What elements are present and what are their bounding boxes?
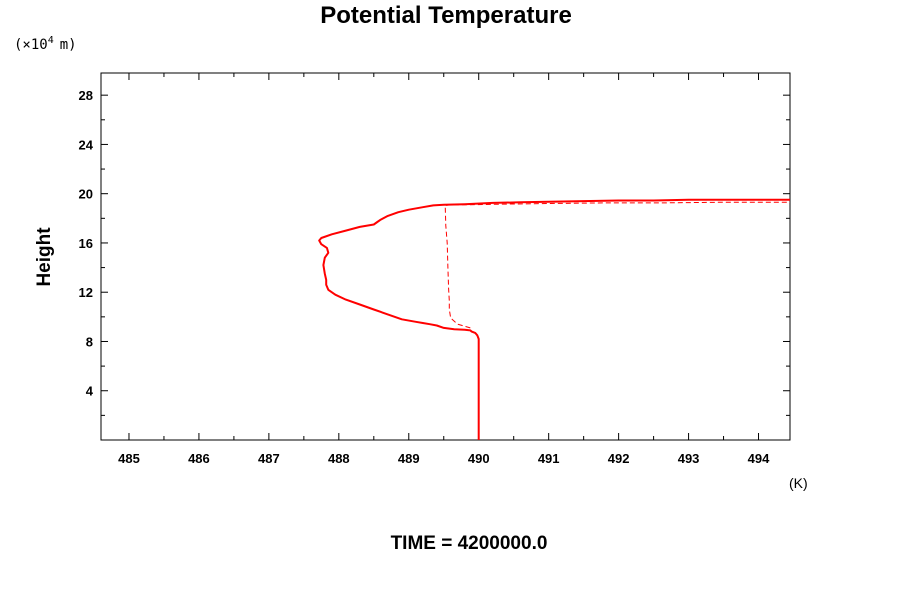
x-tick-label: 492 <box>608 451 630 466</box>
y-tick-label: 24 <box>79 137 94 152</box>
y-axis-label: Height <box>34 227 55 287</box>
y-tick-label: 28 <box>79 88 93 103</box>
series-solid-line <box>318 198 790 440</box>
y-tick-label: 12 <box>79 285 93 300</box>
x-tick-label: 490 <box>468 451 490 466</box>
x-tick-label: 491 <box>538 451 560 466</box>
x-tick-label: 487 <box>258 451 280 466</box>
plot-area: 485 486 487 488 489 490 491 492 493 494 4 8 12 16 20 24… <box>79 72 791 466</box>
x-tick-label: 489 <box>398 451 420 466</box>
x-tick-label: 488 <box>328 451 350 466</box>
x-tick-label: 485 <box>118 451 140 466</box>
x-tick-label: 493 <box>678 451 700 466</box>
y-tick-label: 16 <box>79 236 93 251</box>
series-dashed-line <box>444 201 790 329</box>
y-tick-label: 4 <box>86 384 94 399</box>
time-footer: TIME = 4200000.0 <box>391 533 548 554</box>
x-axis-unit: (K) <box>789 475 808 491</box>
y-scale-prefix: (×10 <box>14 37 48 53</box>
y-tick-label: 20 <box>79 187 93 202</box>
plot-frame <box>100 72 791 441</box>
y-scale-unit: m) <box>60 37 77 53</box>
y-tick-label: 8 <box>86 334 93 349</box>
chart-title: Potential Temperature <box>320 2 572 29</box>
x-tick-label: 494 <box>748 451 770 466</box>
y-scale-note: (×104 m) <box>14 35 77 53</box>
x-tick-label: 486 <box>188 451 210 466</box>
y-scale-exponent: 4 <box>48 35 54 46</box>
